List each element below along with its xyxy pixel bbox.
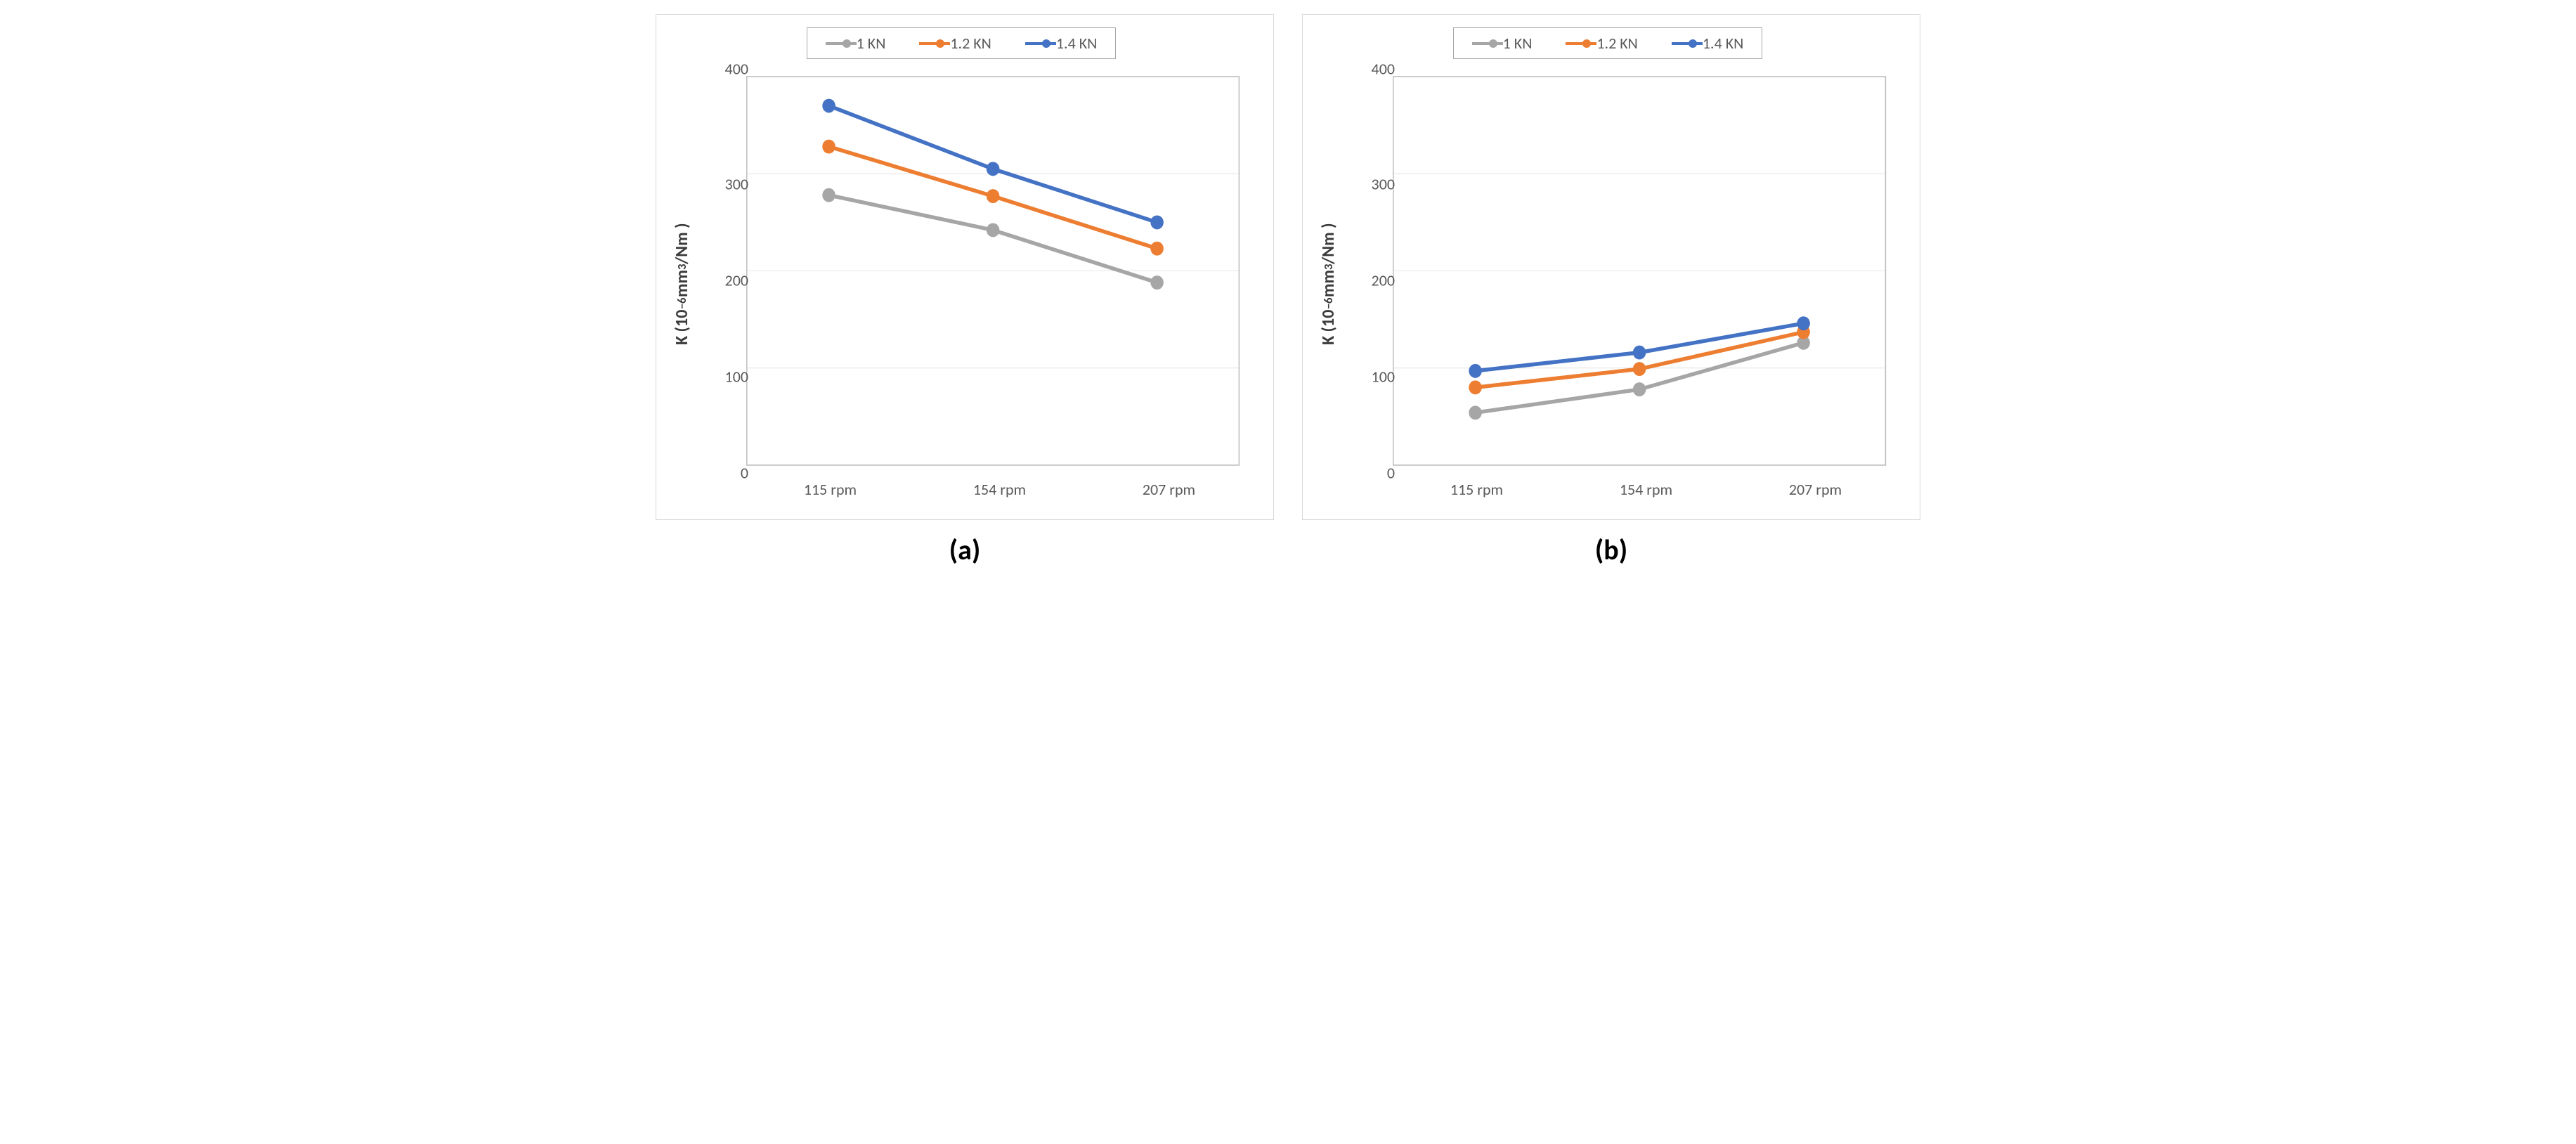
legend-label: 1.4 KN: [1056, 34, 1097, 53]
legend-line-icon: [1472, 42, 1503, 45]
y-tick-label: 300: [703, 175, 748, 194]
x-ticks-a: 115 rpm 154 rpm 207 rpm: [746, 480, 1254, 499]
y-ticks-b: 0100200300400: [1350, 69, 1395, 473]
legend-line-icon: [919, 42, 950, 45]
panel-b: 1 KN 1.2 KN 1.4 KN K (10−6 mm3/Nm ) 0: [1302, 14, 1920, 520]
legend-item-1_2kn: 1.2 KN: [919, 34, 991, 53]
plot-svg-b: [1350, 69, 1900, 473]
legend-label: 1.2 KN: [1596, 34, 1637, 53]
y-tick-label: 100: [703, 368, 748, 386]
x-tick-label: 154 rpm: [915, 480, 1084, 499]
y-tick-label: 200: [703, 271, 748, 290]
y-tick-label: 100: [1350, 368, 1395, 386]
legend-dot-icon: [1042, 39, 1050, 48]
panel-a-column: 1 KN 1.2 KN 1.4 KN K (10−6 mm3/Nm ) 0: [656, 14, 1274, 567]
y-axis-label-b: K (10−6 mm3/Nm ): [1315, 69, 1341, 499]
legend-label: 1.4 KN: [1703, 34, 1743, 53]
x-ticks-b: 115 rpm 154 rpm 207 rpm: [1392, 480, 1900, 499]
legend-label: 1 KN: [1503, 34, 1533, 53]
x-tick-label: 207 rpm: [1084, 480, 1254, 499]
figure: 1 KN 1.2 KN 1.4 KN K (10−6 mm3/Nm ) 0: [14, 14, 2562, 567]
y-tick-label: 300: [1350, 175, 1395, 194]
y-tick-label: 0: [703, 464, 748, 483]
y-ticks-a: 0100200300400: [703, 69, 748, 473]
legend-dot-icon: [1489, 39, 1497, 48]
caption-a: (a): [949, 533, 981, 567]
y-tick-label: 400: [703, 60, 748, 79]
legend-item-1kn: 1 KN: [826, 34, 886, 53]
y-tick-label: 400: [1350, 60, 1395, 79]
legend-line-icon: [826, 42, 857, 45]
plot-b: 0100200300400: [1350, 69, 1900, 473]
panel-a: 1 KN 1.2 KN 1.4 KN K (10−6 mm3/Nm ) 0: [656, 14, 1274, 520]
caption-b: (b): [1595, 533, 1627, 567]
y-tick-label: 200: [1350, 271, 1395, 290]
legend-label: 1.2 KN: [950, 34, 991, 53]
y-tick-label: 0: [1350, 464, 1395, 483]
x-tick-label: 207 rpm: [1731, 480, 1900, 499]
legend-item-1_4kn: 1.4 KN: [1025, 34, 1097, 53]
legend-b: 1 KN 1.2 KN 1.4 KN: [1453, 27, 1763, 59]
legend-item-1kn: 1 KN: [1472, 34, 1533, 53]
legend-dot-icon: [936, 39, 944, 48]
chart-area-a: K (10−6 mm3/Nm ) 0100200300400 115 rpm 1…: [669, 69, 1254, 499]
legend-a: 1 KN 1.2 KN 1.4 KN: [807, 27, 1117, 59]
plot-a: 0100200300400: [703, 69, 1254, 473]
legend-dot-icon: [1689, 39, 1697, 48]
legend-line-icon: [1672, 42, 1703, 45]
plot-svg-a: [703, 69, 1254, 473]
legend-item-1_4kn: 1.4 KN: [1672, 34, 1743, 53]
x-tick-label: 115 rpm: [1392, 480, 1561, 499]
x-tick-label: 115 rpm: [746, 480, 915, 499]
plot-wrap-a: 0100200300400 115 rpm 154 rpm 207 rpm: [695, 69, 1254, 499]
legend-dot-icon: [1582, 39, 1591, 48]
chart-area-b: K (10−6 mm3/Nm ) 0100200300400 115 rpm 1…: [1315, 69, 1900, 499]
plot-wrap-b: 0100200300400 115 rpm 154 rpm 207 rpm: [1341, 69, 1900, 499]
legend-line-icon: [1025, 42, 1056, 45]
x-tick-label: 154 rpm: [1561, 480, 1731, 499]
legend-label: 1 KN: [857, 34, 886, 53]
legend-dot-icon: [843, 39, 851, 48]
panel-b-column: 1 KN 1.2 KN 1.4 KN K (10−6 mm3/Nm ) 0: [1302, 14, 1920, 567]
y-axis-label-a: K (10−6 mm3/Nm ): [669, 69, 695, 499]
legend-item-1_2kn: 1.2 KN: [1566, 34, 1637, 53]
legend-line-icon: [1566, 42, 1596, 45]
